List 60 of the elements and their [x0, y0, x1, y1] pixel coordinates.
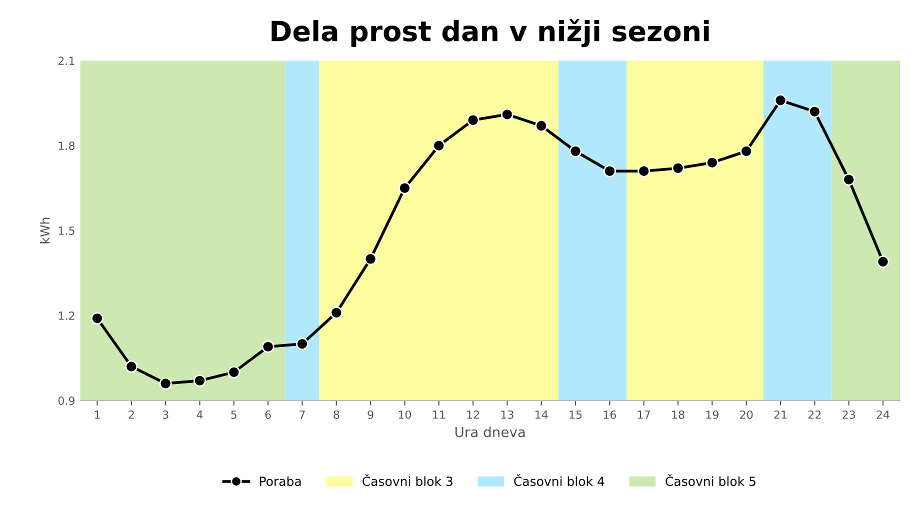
- point: [876, 255, 890, 268]
- legend-label: Časovni blok 4: [514, 474, 604, 486]
- x-tick-label: 21: [774, 410, 787, 419]
- x-tick-label: 20: [740, 410, 753, 419]
- x-tick-label: 24: [876, 410, 890, 419]
- point: [842, 173, 856, 186]
- y-tick-label: 1.5: [58, 226, 74, 235]
- x-axis-title: Ura dneva: [455, 426, 525, 438]
- x-tick-label: 17: [638, 410, 650, 419]
- y-axis-title: kWh: [40, 218, 50, 244]
- chart-title: Dela prost dan v nižji sezoni: [272, 18, 709, 48]
- point: [740, 145, 753, 158]
- x-tick-label: 4: [196, 410, 203, 419]
- point: [91, 312, 104, 325]
- x-tick-label: 13: [501, 410, 514, 419]
- x-tick-label: 23: [842, 410, 856, 419]
- x-tick-label: 14: [536, 410, 548, 419]
- x-tick-label: 19: [706, 410, 718, 419]
- point: [193, 374, 206, 387]
- point: [774, 94, 787, 107]
- point: [228, 366, 240, 378]
- y-tick-label: 1.2: [58, 312, 74, 320]
- x-tick-label: 15: [570, 410, 582, 419]
- x-tick-label: 18: [672, 410, 684, 419]
- point: [603, 164, 616, 178]
- x-tick-label: 11: [433, 410, 445, 419]
- point: [569, 145, 582, 158]
- x-tick-label: 8: [334, 410, 340, 419]
- point: [638, 164, 650, 178]
- y-tick-label: 2.1: [58, 56, 74, 65]
- x-tick-label: 1: [94, 410, 100, 419]
- point: [159, 377, 172, 390]
- point: [125, 360, 138, 373]
- point: [672, 162, 684, 174]
- point: [364, 252, 377, 266]
- x-tick-label: 3: [162, 410, 168, 419]
- x-tick-label: 10: [398, 410, 412, 419]
- point: [432, 139, 446, 152]
- y-tick-label: 0.9: [58, 396, 75, 405]
- point: [398, 182, 411, 194]
- point: [262, 340, 274, 353]
- point: [808, 105, 821, 118]
- x-tick-label: 2: [128, 410, 134, 419]
- point: [296, 338, 308, 350]
- point: [706, 156, 718, 169]
- point: [500, 108, 514, 121]
- x-tick-label: 12: [467, 410, 479, 419]
- x-tick-label: 6: [265, 410, 271, 419]
- point: [466, 114, 480, 126]
- x-tick-label: 5: [231, 410, 236, 419]
- x-tick-label: 9: [368, 410, 374, 419]
- y-tick-label: 1.8: [58, 142, 75, 150]
- x-tick-label: 22: [808, 410, 821, 419]
- point: [535, 120, 548, 132]
- legend-label: Časovni blok 5: [666, 474, 756, 486]
- x-tick-label: 7: [300, 410, 305, 419]
- point: [330, 306, 343, 319]
- legend-label: Poraba: [260, 476, 301, 486]
- x-tick-label: 16: [604, 410, 616, 419]
- legend-label: Časovni blok 3: [362, 474, 452, 486]
